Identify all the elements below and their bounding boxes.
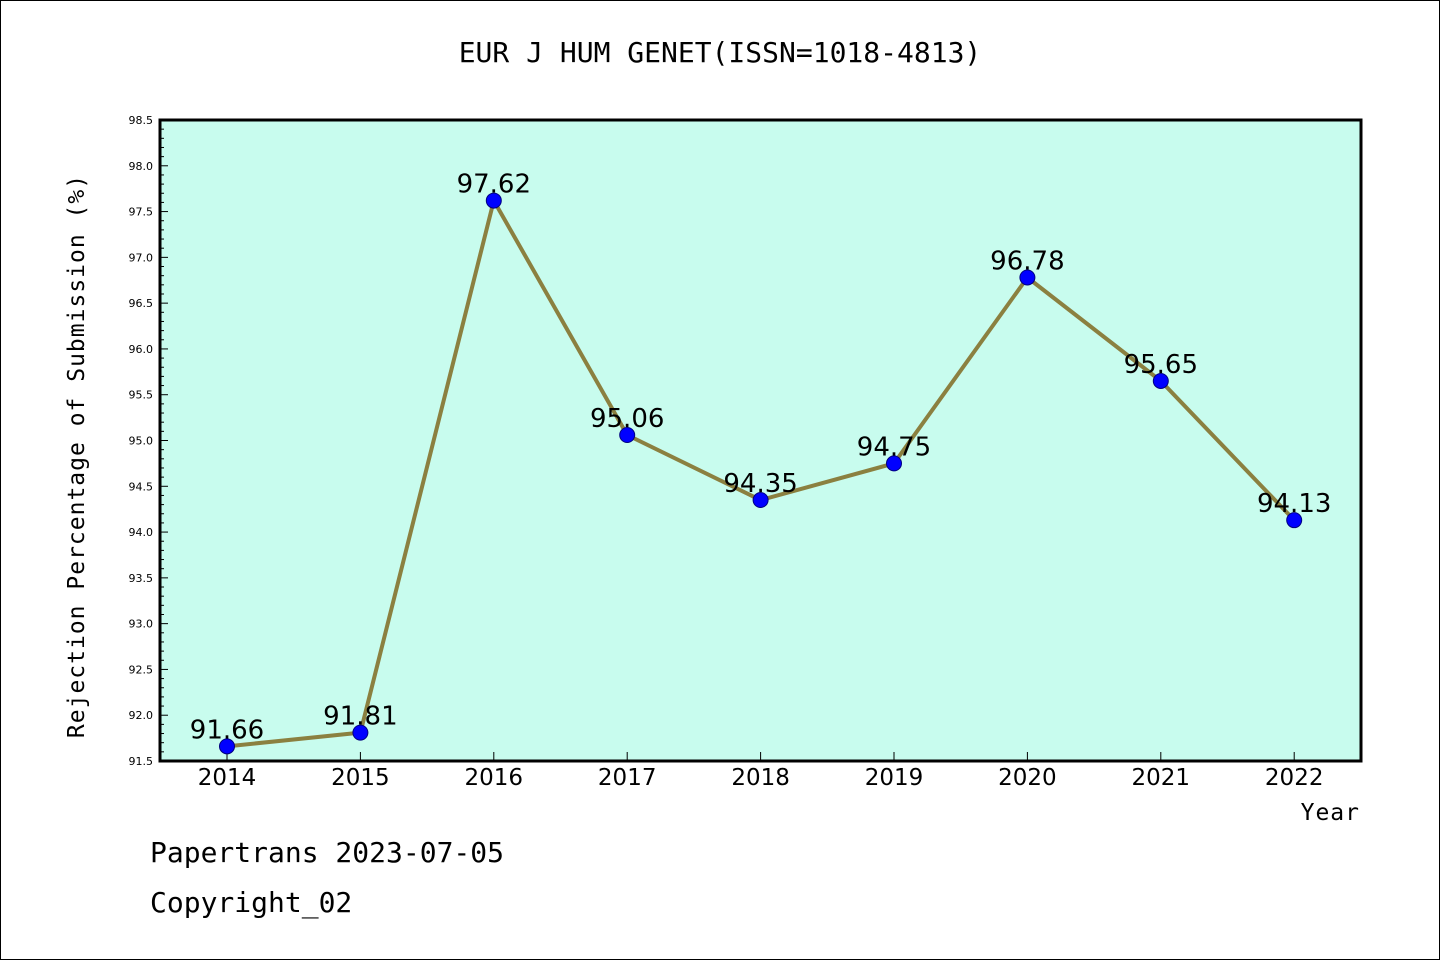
data-point: [1152, 372, 1169, 389]
x-tick-label: 2018: [731, 765, 790, 791]
data-point: [619, 427, 636, 444]
data-label: 97.62: [457, 170, 531, 200]
footer-date: Papertrans 2023-07-05: [150, 836, 505, 869]
x-tick-label: 2016: [465, 765, 524, 791]
x-tick-label: 2014: [198, 765, 257, 791]
y-tick-label: 97.0: [129, 251, 154, 264]
y-tick-label: 96.5: [129, 297, 154, 310]
data-label: 91.81: [323, 702, 397, 732]
plot-area: [160, 120, 1361, 761]
y-tick-label: 98.0: [129, 160, 154, 173]
y-tick-label: 95.0: [129, 435, 154, 448]
y-axis-label: Rejection Percentage of Submission (%): [64, 174, 90, 738]
x-tick-label: 2019: [865, 765, 924, 791]
data-point: [219, 738, 235, 755]
data-point: [352, 724, 369, 741]
x-axis-label: Year: [1301, 800, 1360, 826]
y-tick-label: 94.5: [129, 480, 154, 493]
y-tick-label: 95.5: [129, 389, 154, 402]
data-point: [1286, 512, 1303, 529]
x-tick-label: 2021: [1132, 765, 1191, 791]
data-point: [752, 492, 769, 509]
data-label: 94.35: [723, 469, 797, 499]
data-label: 95.06: [590, 404, 664, 434]
x-tick-label: 2015: [331, 765, 390, 791]
y-tick-label: 98.5: [129, 114, 154, 127]
footer-copyright: Copyright_02: [150, 886, 353, 919]
y-tick-label: 92.5: [129, 663, 154, 676]
data-label: 94.75: [857, 432, 931, 462]
y-tick-label: 92.0: [129, 709, 154, 722]
y-tick-label: 96.0: [129, 343, 154, 356]
data-label: 96.78: [990, 247, 1064, 277]
data-label: 91.66: [190, 715, 264, 745]
chart-title: EUR J HUM GENET(ISSN=1018-4813): [458, 36, 982, 69]
data-point: [485, 192, 502, 209]
y-tick-label: 93.5: [129, 572, 154, 585]
y-tick-label: 97.5: [129, 206, 154, 219]
y-tick-label: 91.5: [129, 755, 154, 768]
y-tick-label: 93.0: [129, 618, 154, 631]
data-point: [1019, 269, 1036, 286]
plot-border: [158, 118, 1363, 763]
data-point: [886, 455, 902, 472]
y-tick-label: 94.0: [129, 526, 154, 539]
x-tick-label: 2020: [998, 765, 1057, 791]
data-label: 94.13: [1257, 489, 1331, 519]
x-tick-label: 2022: [1265, 765, 1324, 791]
data-label: 95.65: [1124, 350, 1198, 380]
x-tick-label: 2017: [598, 765, 657, 791]
